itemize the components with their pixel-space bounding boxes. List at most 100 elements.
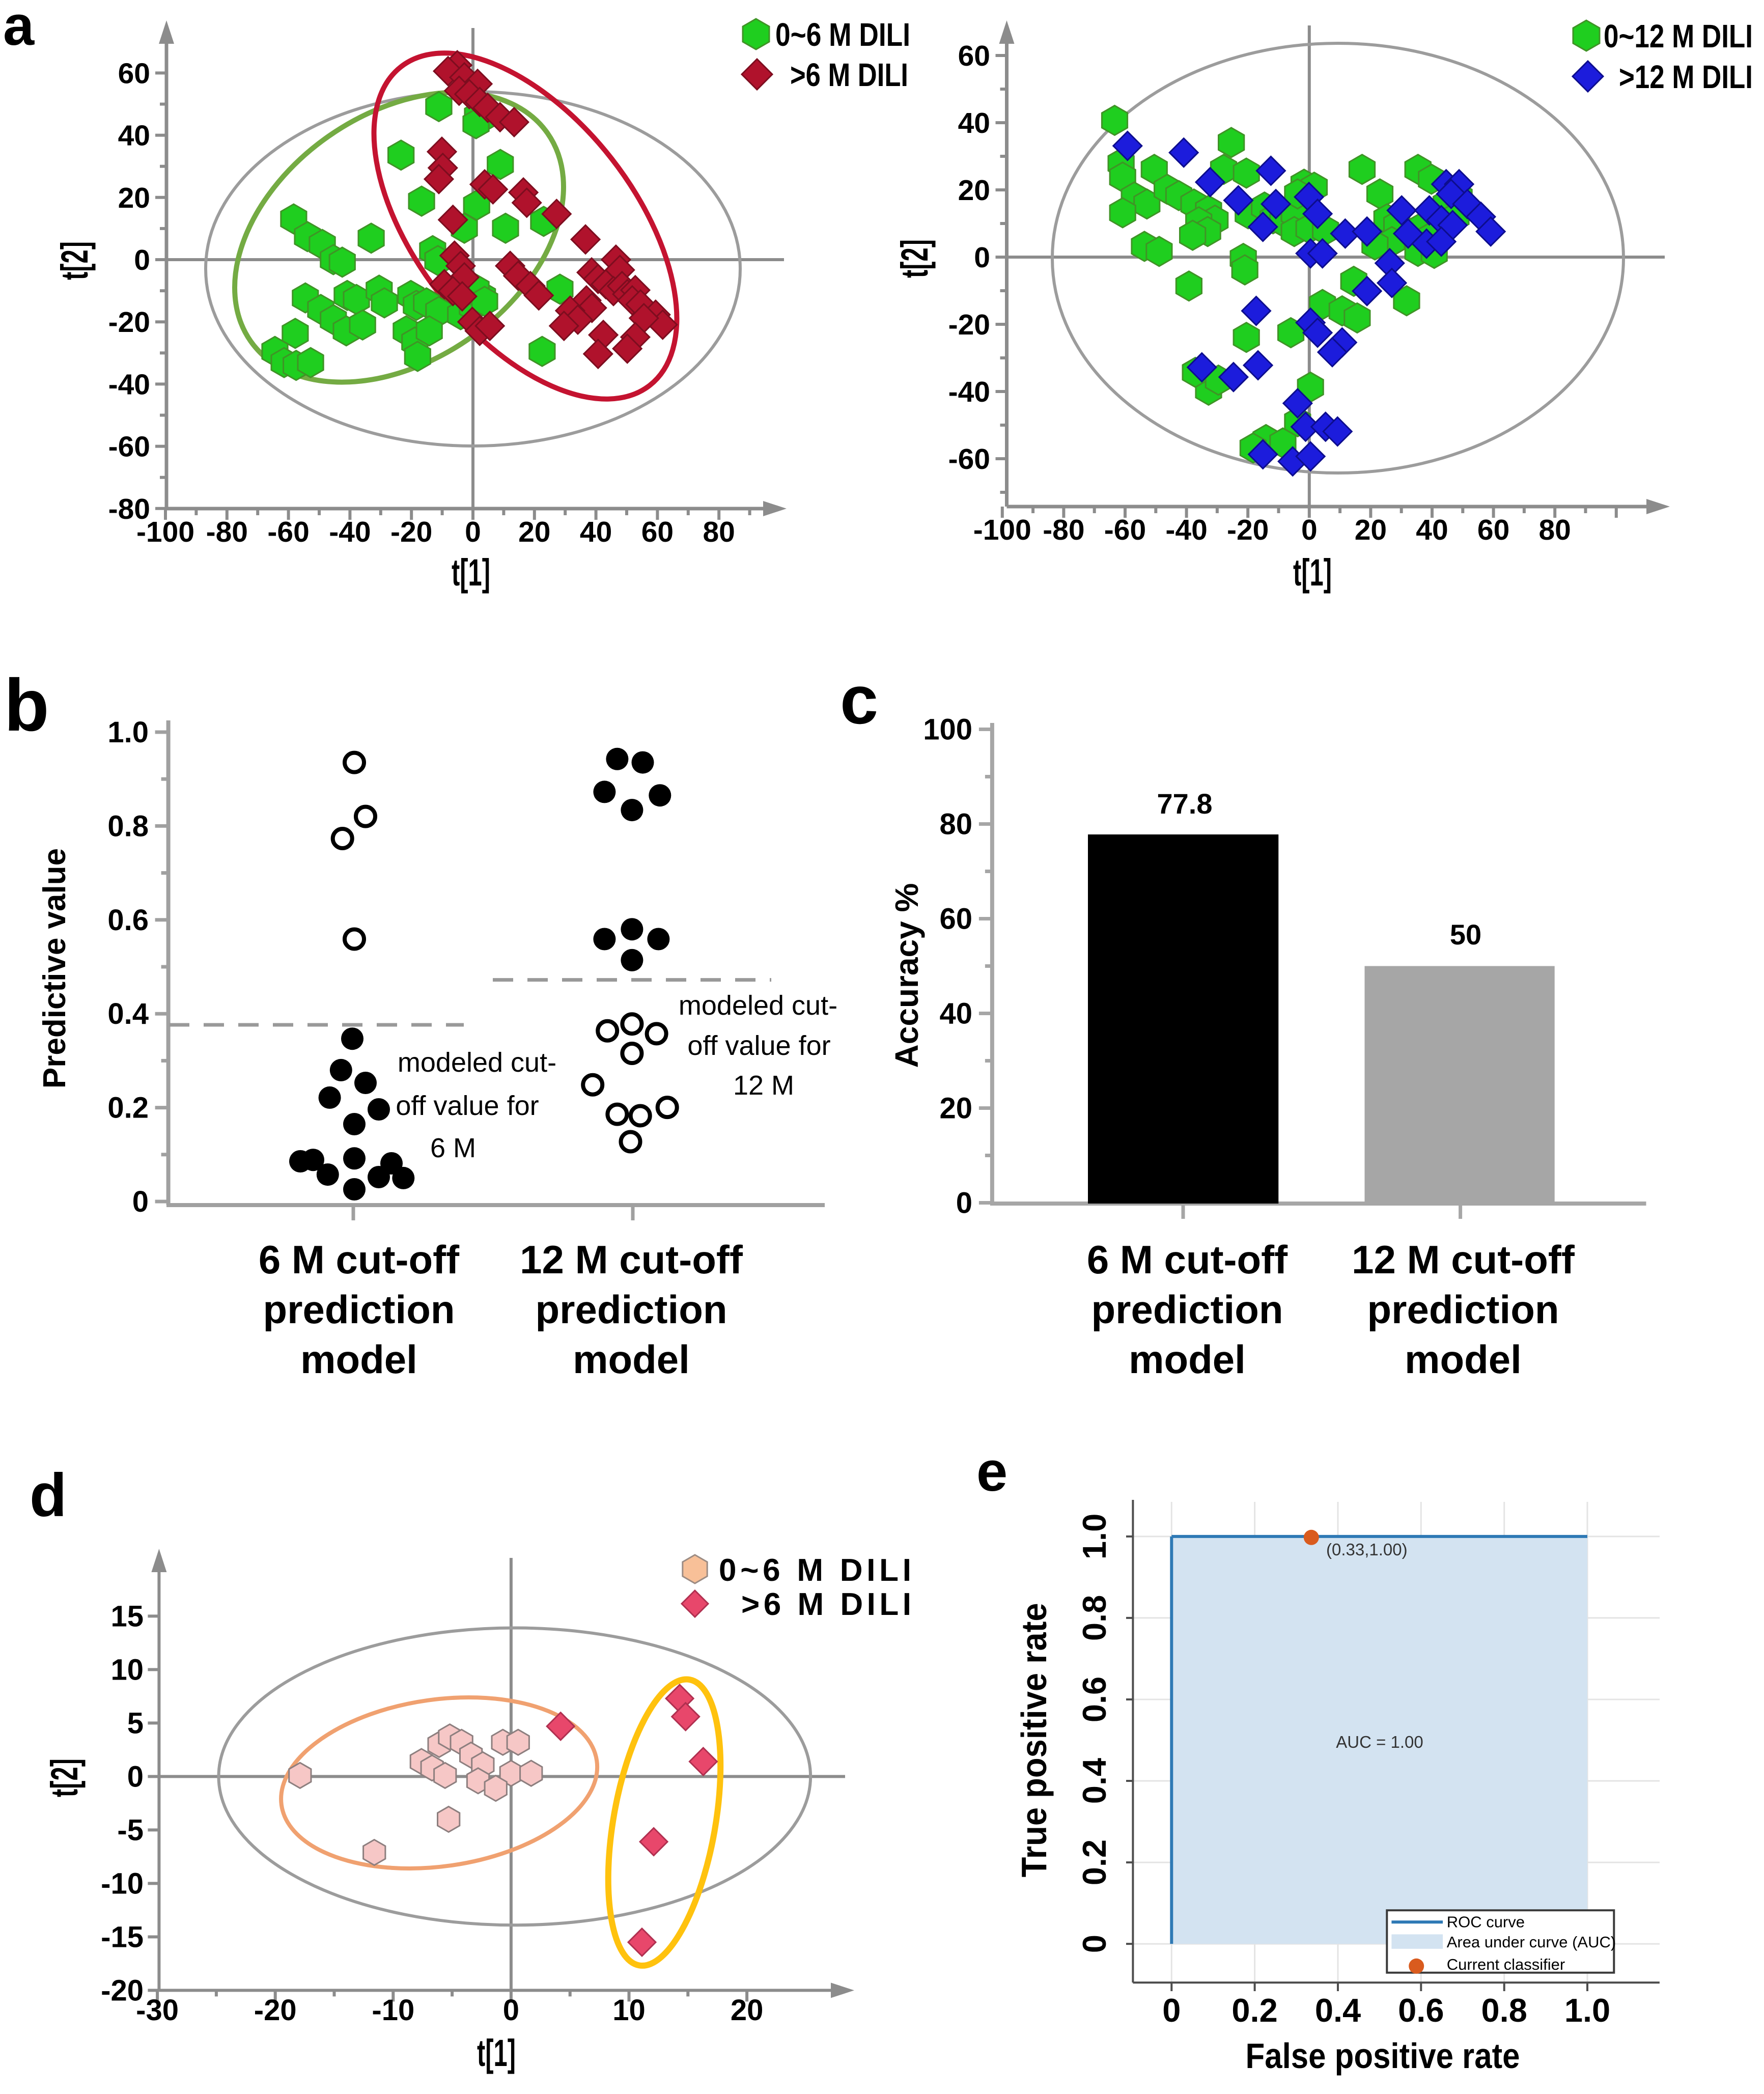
svg-text:-100: -100 (136, 516, 194, 548)
svg-text:True positive rate: True positive rate (1014, 1603, 1054, 1877)
svg-text:d: d (30, 1461, 67, 1529)
svg-text:40: 40 (958, 107, 990, 139)
svg-text:0.6: 0.6 (107, 904, 149, 937)
svg-text:-20: -20 (101, 1974, 144, 2007)
svg-text:t[2]: t[2] (893, 239, 936, 278)
svg-text:0.2: 0.2 (1076, 1839, 1113, 1885)
svg-text:0: 0 (956, 1187, 972, 1220)
svg-text:15: 15 (110, 1600, 144, 1633)
svg-text:t[1]: t[1] (477, 2032, 516, 2074)
svg-text:-40: -40 (1165, 514, 1207, 546)
svg-text:12 M cut-off: 12 M cut-off (1352, 1237, 1575, 1282)
svg-text:-60: -60 (267, 516, 309, 548)
svg-text:Area under curve (AUC): Area under curve (AUC) (1447, 1933, 1616, 1951)
svg-text:10: 10 (110, 1653, 144, 1686)
svg-text:-20: -20 (108, 306, 150, 339)
svg-text:50: 50 (1450, 918, 1481, 951)
svg-text:prediction: prediction (1091, 1287, 1283, 1332)
svg-text:0.8: 0.8 (107, 809, 149, 843)
svg-text:False positive rate: False positive rate (1246, 2036, 1520, 2076)
svg-text:-15: -15 (101, 1920, 144, 1953)
svg-text:20: 20 (958, 174, 990, 207)
svg-text:-80: -80 (108, 493, 150, 525)
svg-text:0: 0 (1301, 514, 1318, 546)
svg-text:-20: -20 (254, 1994, 297, 2027)
svg-text:40: 40 (118, 120, 150, 152)
svg-text:-20: -20 (1227, 514, 1269, 546)
svg-text:1.0: 1.0 (1076, 1514, 1113, 1559)
svg-text:off value for: off value for (687, 1030, 830, 1061)
svg-text:1.0: 1.0 (1564, 1992, 1610, 2029)
svg-text:12 M: 12 M (733, 1070, 794, 1101)
svg-text:prediction: prediction (535, 1287, 727, 1332)
svg-text:e: e (976, 1440, 1007, 1503)
svg-text:model: model (1129, 1337, 1246, 1382)
svg-text:-60: -60 (948, 443, 990, 476)
svg-text:prediction: prediction (263, 1287, 455, 1332)
svg-text:>12 M DILI: >12 M DILI (1619, 59, 1753, 95)
svg-text:0: 0 (1162, 1992, 1181, 2029)
svg-text:-40: -40 (948, 376, 990, 408)
svg-text:0~12 M DILI: 0~12 M DILI (1604, 18, 1753, 54)
svg-text:6 M cut-off: 6 M cut-off (1087, 1237, 1288, 1282)
svg-text:AUC = 1.00: AUC = 1.00 (1336, 1733, 1423, 1751)
svg-text:60: 60 (118, 57, 150, 90)
svg-text:0: 0 (1076, 1935, 1113, 1953)
svg-text:0.4: 0.4 (1076, 1758, 1113, 1804)
svg-text:1.0: 1.0 (107, 716, 149, 749)
svg-text:c: c (840, 661, 878, 738)
svg-text:-30: -30 (136, 1994, 179, 2027)
svg-text:prediction: prediction (1367, 1287, 1559, 1332)
svg-text:Current classifier: Current classifier (1447, 1956, 1565, 1973)
svg-text:b: b (4, 664, 49, 746)
svg-text:20: 20 (1355, 514, 1387, 546)
svg-text:60: 60 (939, 903, 972, 936)
svg-text:modeled cut-: modeled cut- (679, 990, 837, 1021)
svg-text:(0.33,1.00): (0.33,1.00) (1326, 1540, 1408, 1559)
svg-text:60: 60 (1477, 514, 1509, 546)
svg-text:-10: -10 (101, 1867, 144, 1900)
svg-text:Accuracy %: Accuracy % (888, 883, 925, 1068)
svg-text:20: 20 (118, 182, 150, 214)
svg-text:ROC curve: ROC curve (1447, 1913, 1525, 1931)
svg-text:0: 0 (134, 244, 150, 276)
svg-text:77.8: 77.8 (1157, 788, 1213, 820)
svg-text:model: model (573, 1337, 690, 1382)
svg-text:t[1]: t[1] (452, 551, 490, 594)
svg-text:20: 20 (731, 1994, 764, 2027)
svg-text:-20: -20 (390, 516, 432, 548)
svg-text:0: 0 (503, 1994, 519, 2027)
svg-text:t[2]: t[2] (53, 241, 96, 280)
svg-text:0~6 M DILI: 0~6 M DILI (719, 1553, 911, 1588)
svg-text:12 M cut-off: 12 M cut-off (520, 1237, 743, 1282)
svg-text:6 M cut-off: 6 M cut-off (259, 1237, 460, 1282)
svg-text:0: 0 (132, 1185, 149, 1218)
svg-text:40: 40 (939, 997, 972, 1030)
svg-text:60: 60 (958, 40, 990, 72)
svg-text:-60: -60 (1104, 514, 1146, 546)
svg-text:0.6: 0.6 (1398, 1992, 1444, 2029)
svg-text:-40: -40 (329, 516, 371, 548)
svg-text:t[2]: t[2] (43, 1758, 86, 1797)
svg-text:0~6 M DILI: 0~6 M DILI (775, 16, 910, 53)
svg-text:5: 5 (127, 1707, 144, 1740)
svg-text:40: 40 (580, 516, 612, 548)
svg-text:10: 10 (612, 1994, 646, 2027)
svg-text:modeled cut-: modeled cut- (398, 1047, 556, 1078)
svg-text:-60: -60 (108, 431, 150, 463)
svg-text:-10: -10 (372, 1994, 414, 2027)
svg-text:model: model (1405, 1337, 1522, 1382)
svg-text:-80: -80 (206, 516, 248, 548)
svg-text:0: 0 (127, 1760, 144, 1793)
svg-text:-100: -100 (973, 514, 1031, 546)
svg-text:0: 0 (974, 241, 990, 274)
svg-text:80: 80 (1538, 514, 1571, 546)
svg-text:-40: -40 (108, 368, 150, 401)
svg-text:-20: -20 (948, 309, 990, 341)
svg-text:-80: -80 (1043, 514, 1084, 546)
svg-text:Predictive value: Predictive value (37, 848, 72, 1088)
svg-text:100: 100 (923, 713, 972, 746)
svg-text:>6 M DILI: >6 M DILI (790, 57, 908, 93)
svg-text:0.6: 0.6 (1076, 1677, 1113, 1722)
svg-text:20: 20 (939, 1092, 972, 1125)
